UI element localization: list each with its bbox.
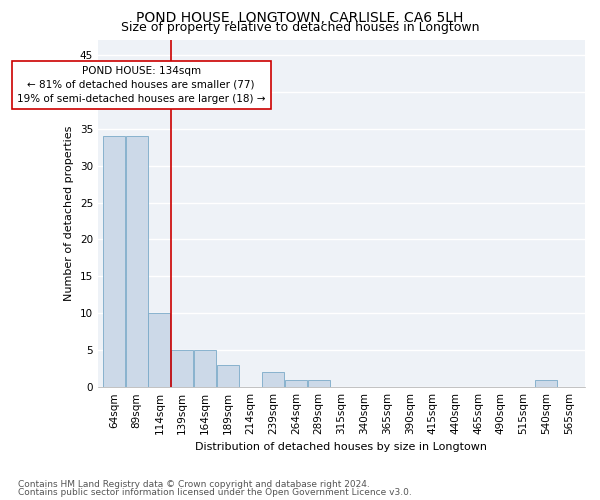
Bar	[171, 350, 193, 387]
Bar	[194, 350, 216, 387]
Bar	[535, 380, 557, 387]
Bar	[217, 365, 239, 387]
Bar	[308, 380, 330, 387]
Text: Contains public sector information licensed under the Open Government Licence v3: Contains public sector information licen…	[18, 488, 412, 497]
Y-axis label: Number of detached properties: Number of detached properties	[64, 126, 74, 302]
X-axis label: Distribution of detached houses by size in Longtown: Distribution of detached houses by size …	[196, 442, 487, 452]
Bar	[103, 136, 125, 387]
Bar	[262, 372, 284, 387]
Text: Size of property relative to detached houses in Longtown: Size of property relative to detached ho…	[121, 22, 479, 35]
Text: Contains HM Land Registry data © Crown copyright and database right 2024.: Contains HM Land Registry data © Crown c…	[18, 480, 370, 489]
Bar	[125, 136, 148, 387]
Bar	[285, 380, 307, 387]
Bar	[148, 314, 170, 387]
Text: POND HOUSE: 134sqm
← 81% of detached houses are smaller (77)
19% of semi-detache: POND HOUSE: 134sqm ← 81% of detached hou…	[17, 66, 265, 104]
Text: POND HOUSE, LONGTOWN, CARLISLE, CA6 5LH: POND HOUSE, LONGTOWN, CARLISLE, CA6 5LH	[136, 11, 464, 25]
